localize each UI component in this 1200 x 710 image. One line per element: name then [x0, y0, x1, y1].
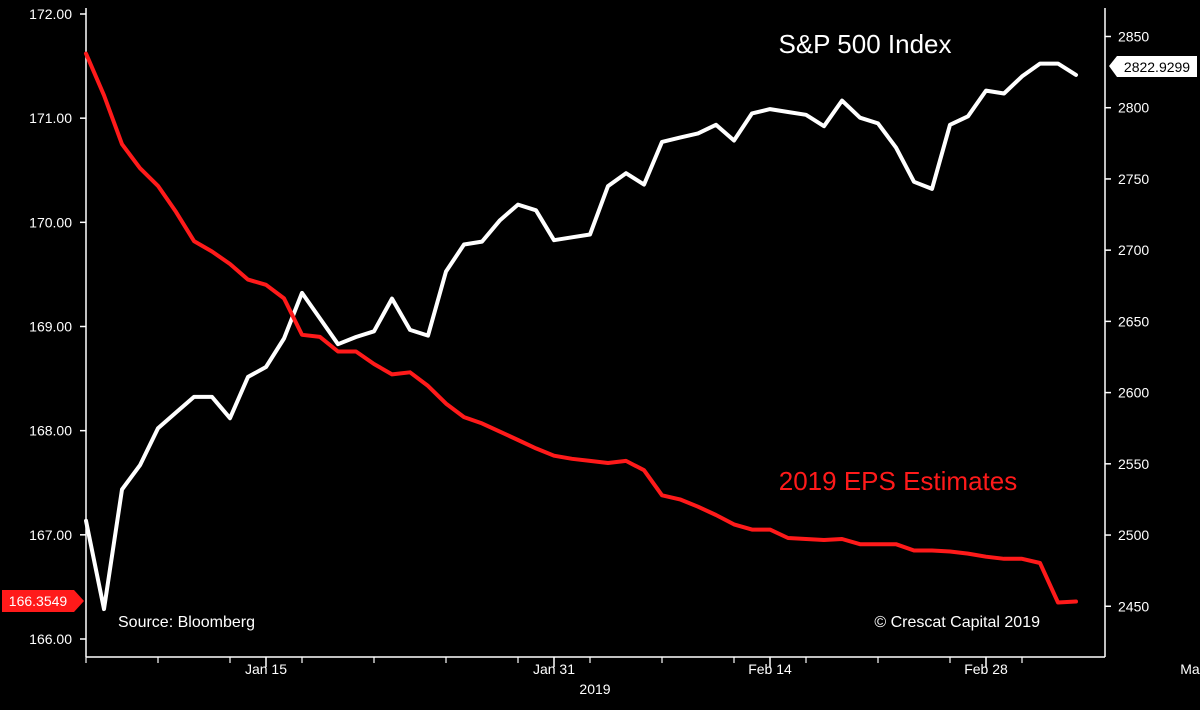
sp500-series-label: S&P 500 Index	[779, 29, 952, 59]
x-tick-label: Feb 14	[748, 661, 792, 677]
left-tick-label: 168.00	[29, 423, 72, 439]
x-tick-label: Jan 31	[533, 661, 575, 677]
x-axis-ticks: Jan 15 Jan 31 Feb 14 Feb 28 Mar 15	[85, 657, 1200, 677]
sp500-last-value: 2822.9299	[1124, 59, 1190, 75]
right-tick-label: 2500	[1118, 527, 1149, 543]
x-axis-year-label: 2019	[579, 681, 610, 697]
sp500-index-line	[84, 61, 1078, 612]
eps-series-label: 2019 EPS Estimates	[779, 466, 1017, 496]
right-tick-label: 2800	[1118, 100, 1149, 116]
left-tick-label: 170.00	[29, 214, 72, 230]
left-tick-label: 167.00	[29, 527, 72, 543]
x-tick-label: Mar 15	[1180, 661, 1200, 677]
left-tick-label: 172.00	[29, 6, 72, 22]
source-note: Source: Bloomberg	[118, 614, 255, 631]
x-tick-label: Feb 28	[964, 661, 1008, 677]
eps-badge-shape	[2, 590, 84, 612]
eps-last-value: 166.3549	[9, 593, 68, 609]
right-tick-label: 2650	[1118, 313, 1149, 329]
left-tick-label: 166.00	[29, 631, 72, 647]
right-tick-label: 2550	[1118, 456, 1149, 472]
right-tick-label: 2750	[1118, 171, 1149, 187]
x-tick-label: Jan 15	[245, 661, 287, 677]
right-tick-label: 2600	[1118, 385, 1149, 401]
sp500-badge-shape	[1109, 56, 1197, 77]
right-tick-label: 2850	[1118, 28, 1149, 44]
copyright-note: © Crescat Capital 2019	[874, 614, 1040, 631]
left-axis-ticks: 166.00 167.00 168.00 169.00 170.00 171.00 172.…	[29, 6, 86, 647]
left-tick-label: 169.00	[29, 319, 72, 335]
series-layer	[84, 51, 1078, 612]
sp500-last-value-badge: 2822.9299	[1109, 56, 1197, 77]
right-tick-label: 2450	[1118, 598, 1149, 614]
left-tick-label: 171.00	[29, 110, 72, 126]
right-tick-label: 2700	[1118, 242, 1149, 258]
eps-estimates-line	[84, 51, 1078, 605]
right-axis-ticks: 2450 2500 2550 2600 2650 2700 2750 2800 2850	[1105, 28, 1149, 614]
eps-last-value-badge: 166.3549	[2, 590, 84, 612]
